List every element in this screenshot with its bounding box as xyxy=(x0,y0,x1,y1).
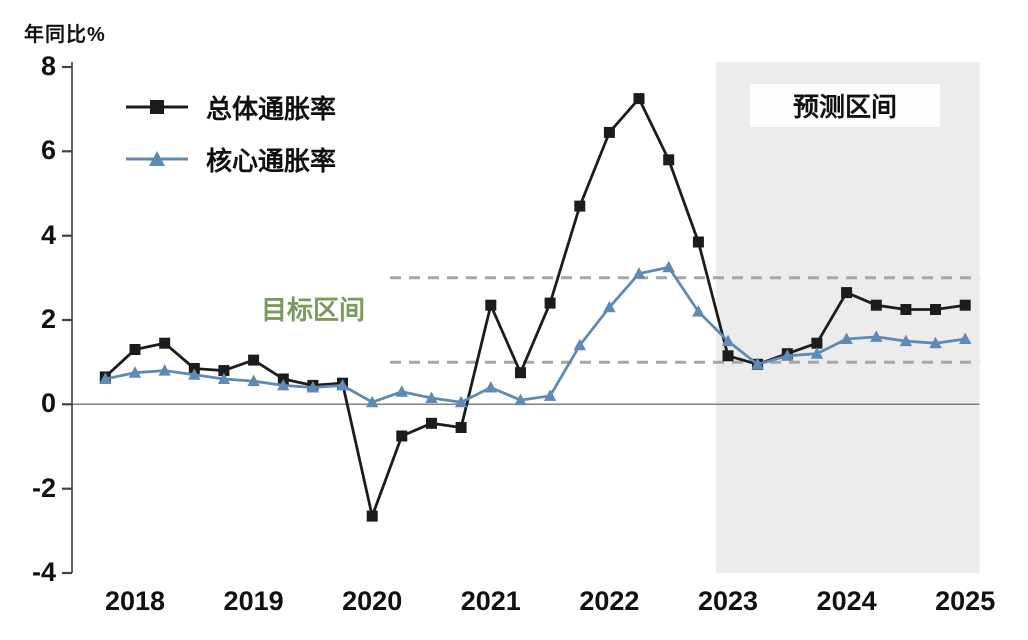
headline-marker xyxy=(663,154,675,166)
core-marker xyxy=(277,378,290,391)
headline-marker xyxy=(455,422,467,433)
core-marker xyxy=(929,336,942,349)
y-tick-label: 4 xyxy=(40,219,56,250)
core-marker xyxy=(217,372,231,384)
core-marker xyxy=(247,374,260,387)
core-marker xyxy=(810,347,824,359)
core-marker xyxy=(395,385,408,397)
y-axis-title: 年同比% xyxy=(24,24,106,46)
core-marker xyxy=(751,357,764,370)
core-marker xyxy=(99,372,112,384)
legend: 总体通胀率 核心通胀率 xyxy=(124,88,336,192)
legend-label-headline: 总体通胀率 xyxy=(206,93,337,124)
core-swatch-icon xyxy=(126,151,188,166)
core-marker xyxy=(632,267,646,279)
headline-marker xyxy=(603,126,615,138)
core-marker xyxy=(899,334,913,347)
core-marker xyxy=(543,389,557,401)
y-tick-label: 8 xyxy=(40,51,56,81)
core-marker xyxy=(781,349,794,361)
headline-marker xyxy=(515,367,526,379)
headline-marker xyxy=(959,299,971,311)
core-marker xyxy=(306,381,320,393)
headline-marker xyxy=(366,510,378,522)
headline-marker xyxy=(248,354,260,366)
core-marker xyxy=(484,381,497,393)
core-marker xyxy=(959,332,972,344)
headline-marker xyxy=(129,344,141,355)
legend-item-headline: 总体通胀率 xyxy=(124,88,336,126)
x-tick-label: 2024 xyxy=(816,586,877,616)
y-tick-label: 6 xyxy=(40,135,56,166)
x-tick-label: 2023 xyxy=(697,586,759,616)
headline-marker xyxy=(574,200,586,212)
core-marker xyxy=(454,395,468,408)
y-tick-label: 2 xyxy=(40,304,56,334)
headline-marker xyxy=(218,365,230,377)
core-marker xyxy=(514,393,527,406)
headline-marker xyxy=(633,93,645,105)
headline-marker xyxy=(485,299,497,311)
headline-marker xyxy=(159,337,171,349)
x-tick-label: 2019 xyxy=(223,586,284,616)
core-marker xyxy=(721,334,735,347)
headline-marker xyxy=(870,299,882,311)
core-marker xyxy=(128,366,142,378)
core-marker xyxy=(603,300,616,313)
x-tick-label: 2018 xyxy=(104,586,166,616)
core-marker xyxy=(840,332,853,344)
core-marker xyxy=(188,368,201,380)
headline-marker xyxy=(841,287,853,299)
legend-label-core: 核心通胀率 xyxy=(206,145,337,176)
headline-swatch-icon xyxy=(126,100,188,114)
forecast-region-label: 预测区间 xyxy=(750,84,940,127)
headline-marker xyxy=(722,350,734,362)
core-marker xyxy=(870,330,883,342)
x-tick-label: 2022 xyxy=(579,586,640,616)
core-series-line xyxy=(105,265,966,404)
core-marker xyxy=(573,338,586,351)
legend-item-core: 核心通胀率 xyxy=(124,140,336,178)
core-marker xyxy=(158,364,171,376)
core-marker xyxy=(692,305,705,317)
forecast-region xyxy=(716,62,980,573)
core-marker xyxy=(336,378,349,391)
y-tick-label: -4 xyxy=(31,557,56,587)
headline-marker xyxy=(930,304,941,315)
x-tick-label: 2025 xyxy=(935,586,996,616)
target-band-label: 目标区间 xyxy=(260,295,365,325)
x-tick-label: 2021 xyxy=(460,586,521,616)
x-tick-label: 2020 xyxy=(342,586,403,616)
headline-marker xyxy=(900,304,912,315)
y-tick-label: -2 xyxy=(31,472,56,503)
core-marker xyxy=(425,391,438,403)
y-axis-labels: 8 6 4 2 0 -2 -4 xyxy=(0,0,56,640)
headline-marker xyxy=(692,236,704,248)
core-marker xyxy=(366,395,379,408)
y-tick-label: 0 xyxy=(40,388,56,419)
core-marker xyxy=(662,260,675,273)
headline-marker xyxy=(426,417,437,429)
headline-marker xyxy=(396,430,408,442)
headline-marker xyxy=(544,297,556,309)
headline-marker xyxy=(811,337,823,349)
